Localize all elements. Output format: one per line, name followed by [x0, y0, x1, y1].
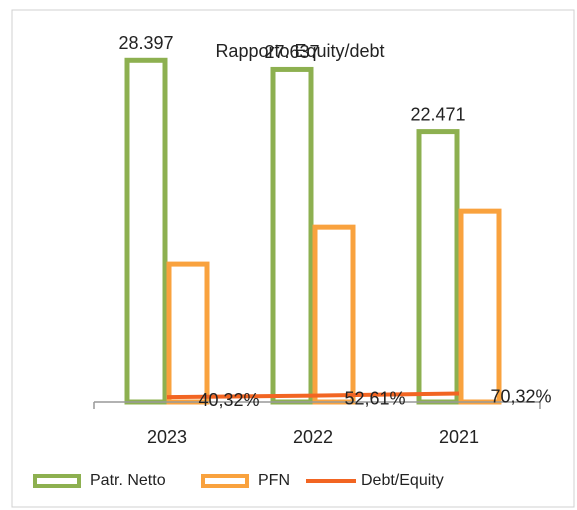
- frame: [11, 9, 575, 508]
- data-label: 28.397: [118, 33, 173, 53]
- bar: [270, 66, 314, 405]
- bar: [124, 57, 168, 405]
- legend-label: PFN: [258, 472, 290, 489]
- bar: [166, 261, 210, 405]
- legend-label: Patr. Netto: [90, 472, 166, 489]
- bar: [416, 129, 460, 405]
- data-label: 40,32%: [198, 390, 259, 410]
- data-label: 27.637: [264, 42, 319, 62]
- bar: [312, 224, 356, 405]
- data-label: 52,61%: [344, 388, 405, 408]
- chart-title: Rapporto Equity/debt: [215, 41, 384, 61]
- x-tick-label: 2023: [147, 427, 187, 447]
- x-tick-label: 2022: [293, 427, 333, 447]
- bar: [458, 208, 502, 405]
- legend-label: Debt/Equity: [361, 472, 444, 489]
- data-label: 70,32%: [490, 386, 551, 406]
- x-tick-label: 2021: [439, 427, 479, 447]
- legend-swatch: [201, 474, 249, 488]
- legend-swatch: [33, 474, 81, 488]
- line: [166, 391, 460, 400]
- data-label: 22.471: [410, 104, 465, 124]
